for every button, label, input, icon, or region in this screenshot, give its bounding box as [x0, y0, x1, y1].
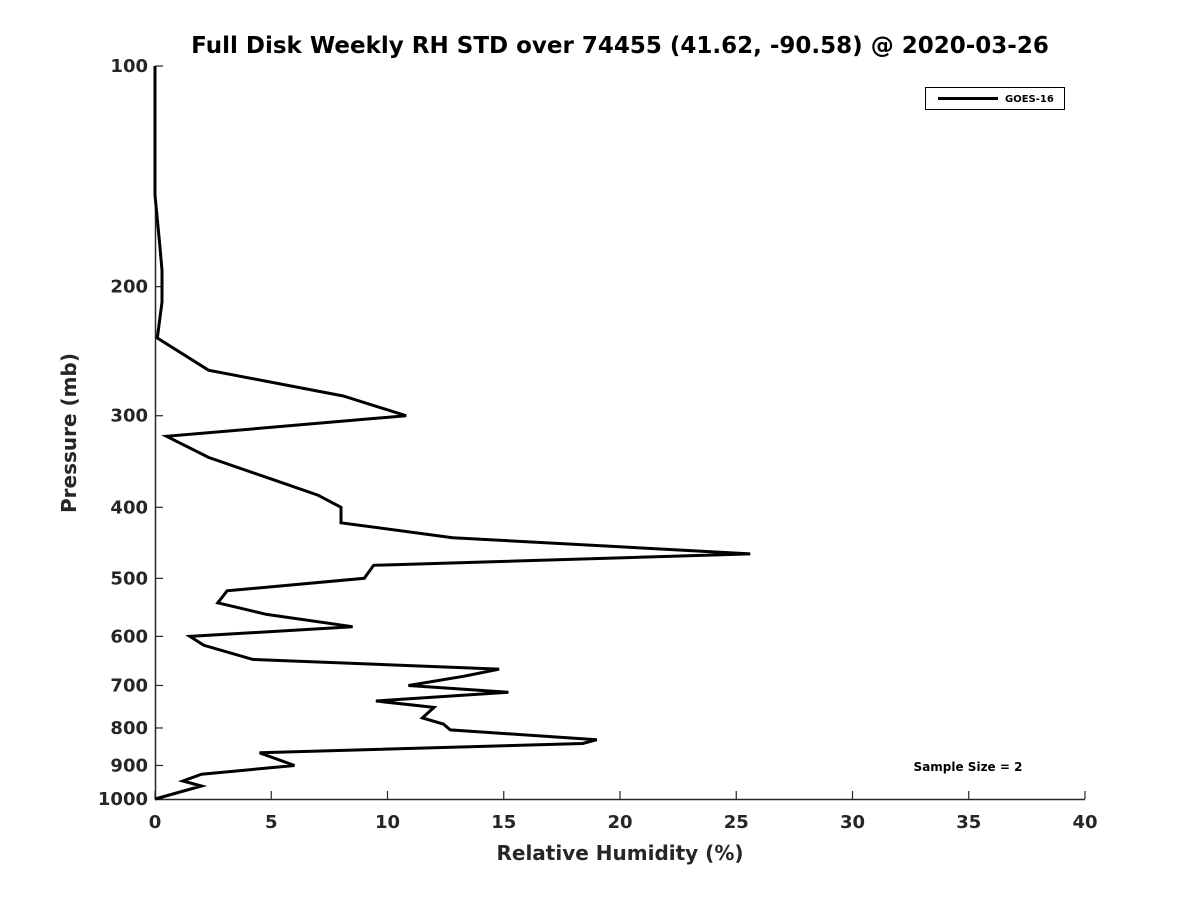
x-tick-label: 30: [840, 812, 865, 833]
x-tick-label: 15: [491, 812, 516, 833]
x-tick-label: 35: [956, 812, 981, 833]
x-tick-label: 5: [265, 812, 278, 833]
y-tick-label: 300: [110, 406, 148, 427]
series-line-goes-16: [153, 66, 751, 801]
x-tick-label: 25: [724, 812, 749, 833]
chart-title: Full Disk Weekly RH STD over 74455 (41.6…: [191, 33, 1049, 59]
x-tick-label: 40: [1072, 812, 1097, 833]
y-tick-label: 500: [110, 568, 148, 589]
x-tick-label: 20: [607, 812, 632, 833]
legend: GOES-16: [925, 87, 1065, 110]
y-tick-label: 600: [110, 626, 148, 647]
sample-size-note: Sample Size = 2: [914, 760, 1023, 774]
y-tick-label: 100: [110, 56, 148, 77]
x-tick-label: 10: [375, 812, 400, 833]
y-tick-label: 200: [110, 277, 148, 298]
y-tick-label: 1000: [98, 789, 148, 810]
x-axis-label: Relative Humidity (%): [496, 841, 743, 865]
x-tick-label: 0: [149, 812, 162, 833]
y-tick-label: 700: [110, 675, 148, 696]
y-axis-label: Pressure (mb): [57, 353, 81, 513]
y-tick-label: 800: [110, 718, 148, 739]
y-tick-label: 400: [110, 497, 148, 518]
x-ticks: 0 5 10 15 20 25 30 35 40: [149, 791, 1098, 833]
legend-label: GOES-16: [1005, 94, 1054, 105]
y-tick-label: 900: [110, 755, 148, 776]
y-ticks: 100 200 300 400 500 600 700 800 900 1000: [98, 56, 163, 810]
